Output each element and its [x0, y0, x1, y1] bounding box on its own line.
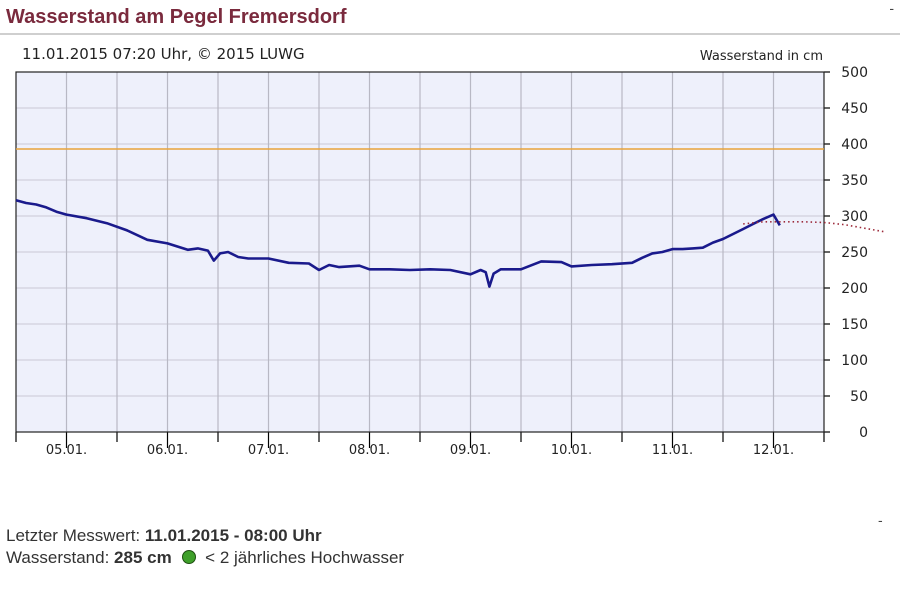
y-tick-label: 200: [841, 281, 868, 297]
last-measurement-label: Letzter Messwert:: [6, 526, 141, 545]
flood-status-text: < 2 jährliches Hochwasser: [205, 548, 405, 567]
x-tick-label: 08.01.: [349, 443, 390, 458]
x-tick-label: 05.01.: [46, 443, 87, 458]
dash-mark: -: [878, 512, 883, 528]
x-tick-label: 09.01.: [450, 443, 491, 458]
y-tick-label: 0: [859, 425, 868, 441]
page-title: Wasserstand am Pegel Fremersdorf: [6, 6, 347, 28]
water-level-chart: 11.01.2015 07:20 Uhr, © 2015 LUWG Wassers…: [15, 45, 885, 458]
x-tick-label: 11.01.: [652, 443, 693, 458]
measured-series-line: [15, 198, 781, 288]
y-tick-label: 300: [841, 209, 868, 225]
y-tick-label: 250: [841, 245, 868, 261]
y-tick-label: 350: [841, 173, 868, 189]
chart-container: 11.01.2015 07:20 Uhr, © 2015 LUWG Wassers…: [0, 40, 900, 460]
x-tick-label: 12.01.: [753, 443, 794, 458]
chart-subtitle: 11.01.2015 07:20 Uhr, © 2015 LUWG: [22, 45, 305, 63]
water-level-row: Wasserstand: 285 cm < 2 jährliches Hochw…: [6, 548, 404, 568]
x-tick-label: 06.01.: [147, 443, 188, 458]
title-divider: [0, 33, 900, 35]
forecast-series-line: [743, 221, 885, 233]
y-tick-label: 450: [841, 101, 868, 117]
water-level-value: 285 cm: [114, 548, 172, 567]
last-measurement-row: Letzter Messwert: 11.01.2015 - 08:00 Uhr: [6, 526, 322, 546]
y-tick-label: 400: [841, 137, 868, 153]
plot-border: [15, 71, 825, 433]
y-tick-label: 100: [841, 353, 868, 369]
corner-mark: -: [889, 0, 894, 16]
y-tick-label: 150: [841, 317, 868, 333]
water-level-label: Wasserstand:: [6, 548, 110, 567]
y-tick-label: 500: [841, 65, 868, 81]
x-tick-label: 07.01.: [248, 443, 289, 458]
y-tick-label: 50: [850, 389, 868, 405]
x-tick-label: 10.01.: [551, 443, 592, 458]
last-measurement-value: 11.01.2015 - 08:00 Uhr: [144, 526, 322, 545]
status-dot-icon: [182, 550, 197, 564]
y-axis-label: Wasserstand in cm: [700, 49, 823, 64]
